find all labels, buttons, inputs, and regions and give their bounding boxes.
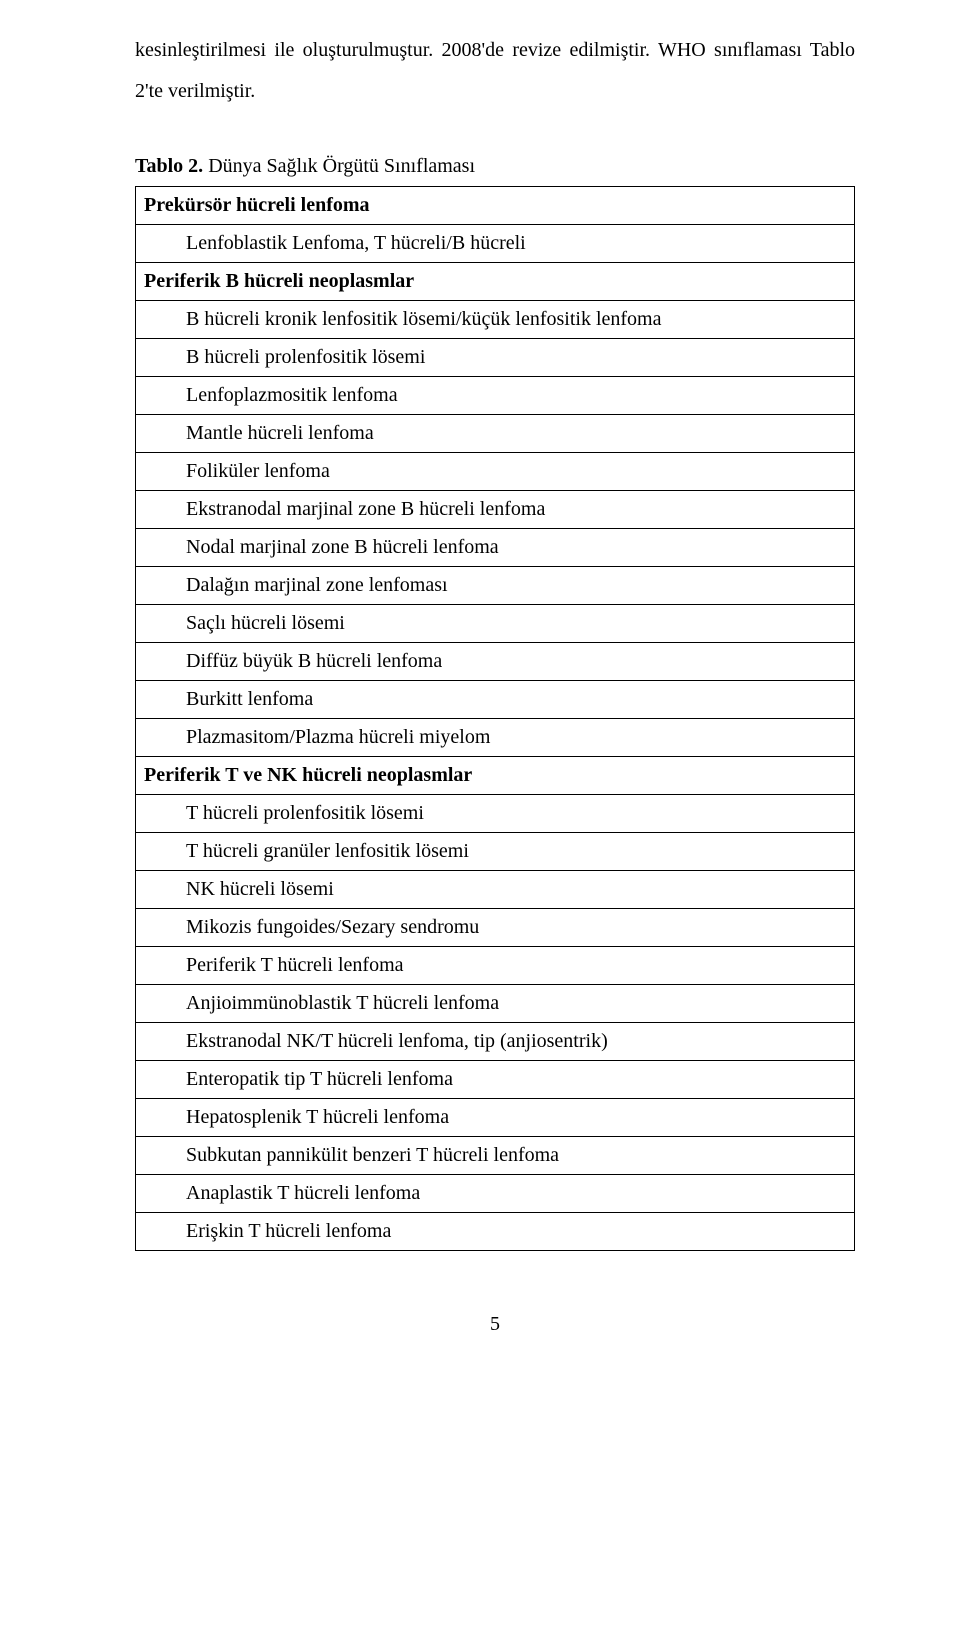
table-title-label: Tablo 2.	[135, 155, 203, 177]
table-cell: T hücreli granüler lenfositik lösemi	[136, 833, 855, 871]
table-title: Tablo 2. Dünya Sağlık Örgütü Sınıflaması	[135, 150, 855, 182]
table-row: Foliküler lenfoma	[136, 453, 855, 491]
table-row: Dalağın marjinal zone lenfoması	[136, 567, 855, 605]
table-cell: Burkitt lenfoma	[136, 681, 855, 719]
table-cell: B hücreli prolenfositik lösemi	[136, 339, 855, 377]
table-cell: T hücreli prolenfositik lösemi	[136, 795, 855, 833]
table-cell: Mikozis fungoides/Sezary sendromu	[136, 909, 855, 947]
table-row: T hücreli prolenfositik lösemi	[136, 795, 855, 833]
table-cell: Ekstranodal marjinal zone B hücreli lenf…	[136, 491, 855, 529]
table-cell: Lenfoplazmositik lenfoma	[136, 377, 855, 415]
table-row: Lenfoplazmositik lenfoma	[136, 377, 855, 415]
table-cell: Nodal marjinal zone B hücreli lenfoma	[136, 529, 855, 567]
table-row: Prekürsör hücreli lenfoma	[136, 187, 855, 225]
table-row: Nodal marjinal zone B hücreli lenfoma	[136, 529, 855, 567]
table-row: Ekstranodal marjinal zone B hücreli lenf…	[136, 491, 855, 529]
page-number: 5	[135, 1313, 855, 1336]
table-row: Ekstranodal NK/T hücreli lenfoma, tip (a…	[136, 1023, 855, 1061]
intro-paragraph: kesinleştirilmesi ile oluşturulmuştur. 2…	[135, 30, 855, 112]
table-row: Diffüz büyük B hücreli lenfoma	[136, 643, 855, 681]
table-row: Hepatosplenik T hücreli lenfoma	[136, 1099, 855, 1137]
table-cell: Diffüz büyük B hücreli lenfoma	[136, 643, 855, 681]
table-row: Mikozis fungoides/Sezary sendromu	[136, 909, 855, 947]
classification-table: Prekürsör hücreli lenfomaLenfoblastik Le…	[135, 186, 855, 1251]
table-row: Saçlı hücreli lösemi	[136, 605, 855, 643]
table-cell: Prekürsör hücreli lenfoma	[136, 187, 855, 225]
table-cell: Saçlı hücreli lösemi	[136, 605, 855, 643]
table-cell: Periferik T hücreli lenfoma	[136, 947, 855, 985]
table-title-rest: Dünya Sağlık Örgütü Sınıflaması	[203, 155, 475, 177]
table-row: Periferik T ve NK hücreli neoplasmlar	[136, 757, 855, 795]
table-cell: Erişkin T hücreli lenfoma	[136, 1213, 855, 1251]
table-row: T hücreli granüler lenfositik lösemi	[136, 833, 855, 871]
table-row: Periferik B hücreli neoplasmlar	[136, 263, 855, 301]
table-row: NK hücreli lösemi	[136, 871, 855, 909]
table-cell: Anjioimmünoblastik T hücreli lenfoma	[136, 985, 855, 1023]
table-row: Erişkin T hücreli lenfoma	[136, 1213, 855, 1251]
table-row: Lenfoblastik Lenfoma, T hücreli/B hücrel…	[136, 225, 855, 263]
table-row: Periferik T hücreli lenfoma	[136, 947, 855, 985]
table-cell: Lenfoblastik Lenfoma, T hücreli/B hücrel…	[136, 225, 855, 263]
table-cell: Ekstranodal NK/T hücreli lenfoma, tip (a…	[136, 1023, 855, 1061]
table-row: Mantle hücreli lenfoma	[136, 415, 855, 453]
table-row: Enteropatik tip T hücreli lenfoma	[136, 1061, 855, 1099]
table-cell: Foliküler lenfoma	[136, 453, 855, 491]
table-row: Subkutan pannikülit benzeri T hücreli le…	[136, 1137, 855, 1175]
table-row: Burkitt lenfoma	[136, 681, 855, 719]
table-cell: Enteropatik tip T hücreli lenfoma	[136, 1061, 855, 1099]
table-row: B hücreli prolenfositik lösemi	[136, 339, 855, 377]
table-row: Anjioimmünoblastik T hücreli lenfoma	[136, 985, 855, 1023]
table-cell: Hepatosplenik T hücreli lenfoma	[136, 1099, 855, 1137]
table-cell: Periferik B hücreli neoplasmlar	[136, 263, 855, 301]
table-cell: Dalağın marjinal zone lenfoması	[136, 567, 855, 605]
table-row: Plazmasitom/Plazma hücreli miyelom	[136, 719, 855, 757]
table-cell: NK hücreli lösemi	[136, 871, 855, 909]
table-cell: B hücreli kronik lenfositik lösemi/küçük…	[136, 301, 855, 339]
table-row: B hücreli kronik lenfositik lösemi/küçük…	[136, 301, 855, 339]
table-cell: Plazmasitom/Plazma hücreli miyelom	[136, 719, 855, 757]
table-cell: Subkutan pannikülit benzeri T hücreli le…	[136, 1137, 855, 1175]
table-row: Anaplastik T hücreli lenfoma	[136, 1175, 855, 1213]
table-cell: Periferik T ve NK hücreli neoplasmlar	[136, 757, 855, 795]
table-cell: Anaplastik T hücreli lenfoma	[136, 1175, 855, 1213]
table-cell: Mantle hücreli lenfoma	[136, 415, 855, 453]
